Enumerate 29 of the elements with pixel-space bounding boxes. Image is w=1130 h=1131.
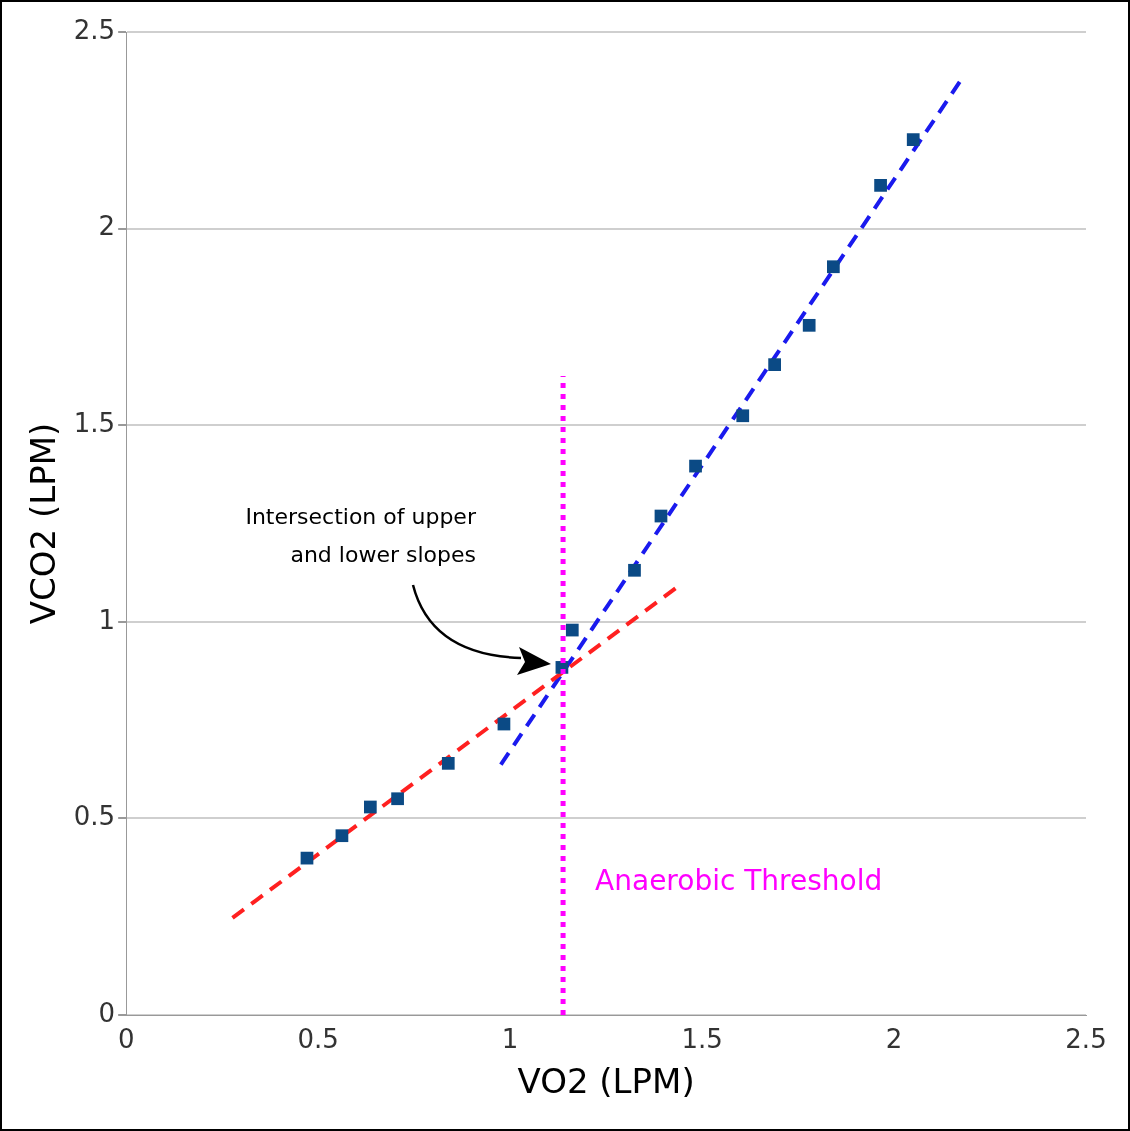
annotation: Intersection of upper and lower slopes [245, 503, 477, 567]
point [906, 133, 920, 147]
point [363, 800, 377, 814]
y-tick-label: 0 [98, 997, 116, 1028]
y-tick-label: 2.5 [73, 14, 116, 45]
point [441, 756, 455, 770]
x-tick-label: 1.5 [681, 1024, 723, 1055]
x-axis-title: VO2 (LPM) [517, 1061, 695, 1102]
point [689, 459, 702, 473]
ref-line-label: Anaerobic Threshold [595, 863, 883, 897]
x-tick-label: 0 [117, 1024, 135, 1055]
point [565, 623, 579, 637]
point [391, 792, 404, 806]
y-tick-label: 1.5 [73, 407, 116, 438]
x-tick-label: 2 [885, 1024, 903, 1055]
point [827, 260, 840, 274]
x-tick-label: 1 [501, 1024, 519, 1055]
x-tick-label: 2.5 [1065, 1024, 1107, 1055]
point [335, 829, 349, 843]
x-tick-label: 0.5 [297, 1024, 339, 1055]
point [628, 563, 641, 577]
point [802, 318, 816, 332]
y-tick-label: 1 [98, 604, 116, 635]
y-tick-label: 2 [98, 211, 116, 242]
point [874, 178, 887, 192]
point [736, 409, 750, 423]
point [768, 358, 781, 372]
y-axis-title: VCO2 (LPM) [23, 422, 64, 625]
y-tick-label: 0.5 [73, 801, 116, 832]
